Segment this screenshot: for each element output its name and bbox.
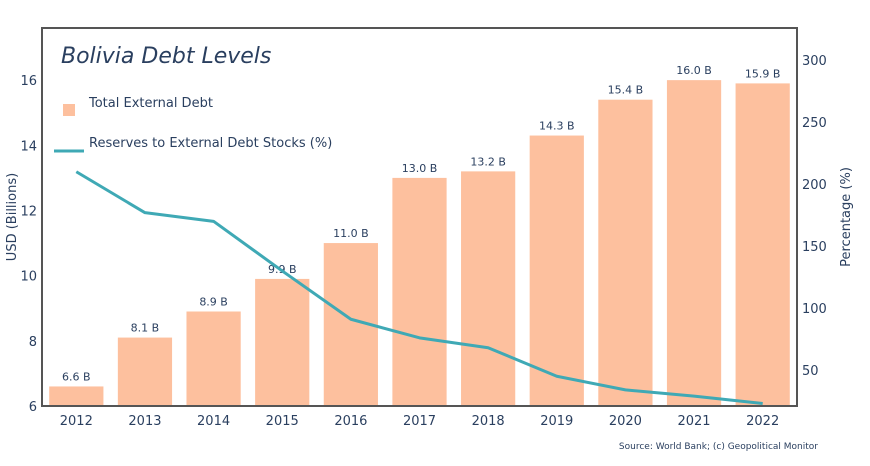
x-tick-label: 2022 [746,414,779,429]
x-tick-label: 2016 [334,414,367,429]
x-tick-label: 2014 [197,414,230,429]
bar-2015 [255,278,310,406]
y-tick-label: 16 [20,74,37,89]
bar-label-2020: 15.4 B [608,84,644,97]
bar-label-2022: 15.9 B [745,67,781,80]
bar-2022 [735,83,790,407]
bar-2021 [666,80,722,406]
y2-tick-label: 50 [802,364,819,379]
y-tick-label: 8 [29,335,37,350]
bar-label-2021: 16.0 B [676,64,712,77]
x-tick-label: 2018 [472,414,505,429]
chart-title: Bolivia Debt Levels [61,44,271,69]
x-axis-ticks: 2012 2013 2014 2015 2016 2017 2018 2019 2020 2021… [60,414,779,429]
y2-tick-label: 300 [802,54,827,69]
y2-tick-label: 100 [802,302,827,317]
x-tick-label: 2017 [403,414,436,429]
x-tick-label: 2012 [60,414,93,429]
x-tick-label: 2020 [609,414,642,429]
bar-label-2013: 8.1 B [131,322,160,335]
x-tick-label: 2013 [128,414,161,429]
y-tick-label: 6 [29,400,37,415]
bar-label-2018: 13.2 B [470,155,506,168]
bar-2017 [392,177,447,406]
x-tick-label: 2021 [677,414,710,429]
legend-line-label: Reserves to External Debt Stocks (%) [89,136,332,151]
bar-2012 [49,386,104,406]
y-axis-left-title: USD (Billions) [5,173,20,261]
y2-tick-label: 150 [802,240,827,255]
bar-label-2016: 11.0 B [333,227,369,240]
x-tick-label: 2019 [540,414,573,429]
plot-frame [41,27,798,407]
legend-bar-swatch [63,104,75,116]
bar-label-2019: 14.3 B [539,120,575,133]
y-axis-right-ticks: 50 100 150 200 250 300 [802,54,827,379]
bar-2014 [186,311,241,406]
y-tick-label: 14 [20,139,37,154]
y2-tick-label: 250 [802,116,827,131]
bars-layer [49,80,790,407]
bar-label-2012: 6.6 B [62,370,91,383]
x-tick-label: 2015 [266,414,299,429]
legend: Total External Debt Reserves to External… [54,96,332,153]
bar-2018 [461,171,516,406]
bar-2020 [598,99,653,407]
source-note: Source: World Bank; (c) Geopolitical Mon… [619,442,818,452]
bar-label-2014: 8.9 B [199,296,228,309]
bar-label-2017: 13.0 B [402,162,438,175]
bar-2013 [117,337,173,406]
bar-2019 [529,135,584,406]
legend-bar-label: Total External Debt [88,96,213,111]
y-tick-label: 10 [20,270,37,285]
y-axis-right-title: Percentage (%) [839,167,854,267]
y-axis-left-ticks: 6 8 10 12 14 16 [20,74,37,415]
y-tick-label: 12 [20,204,37,219]
line-layer [75,170,763,406]
bar-labels-layer: 6.6 B8.1 B8.9 B9.9 B11.0 B13.0 B13.2 B14… [62,64,780,383]
y2-tick-label: 200 [802,178,827,193]
